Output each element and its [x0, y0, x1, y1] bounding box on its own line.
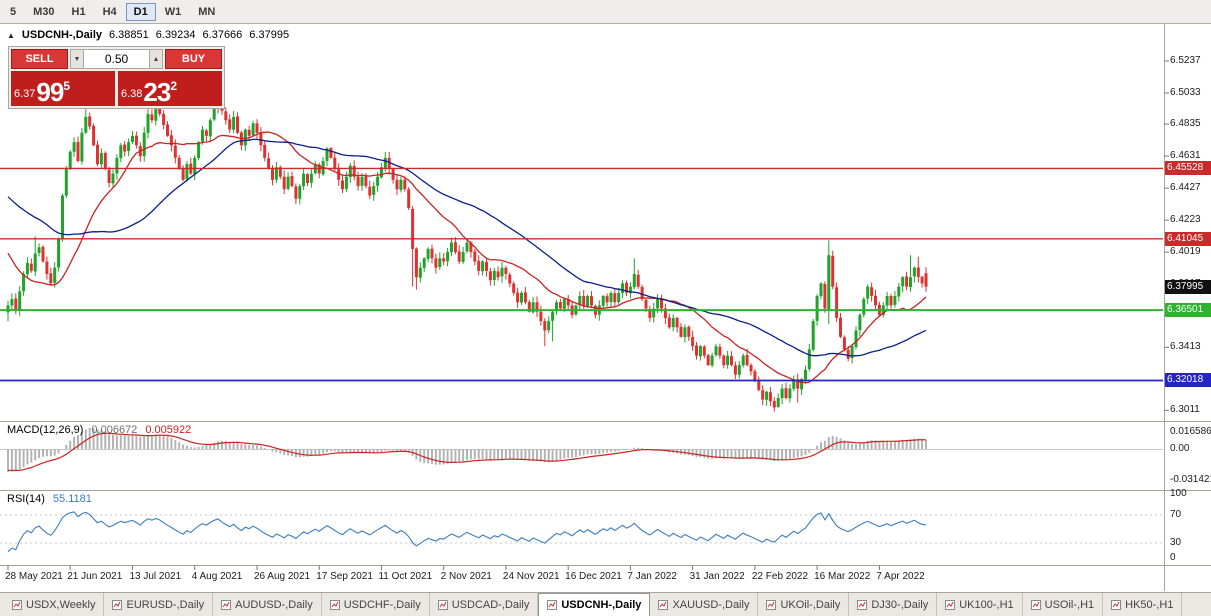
tab-label: UK100-,H1: [959, 598, 1014, 611]
sell-price-sup: 5: [63, 79, 71, 93]
buy-price-base: 6.38: [121, 88, 143, 100]
chart-tab-icon: [221, 599, 232, 610]
sell-price-panel[interactable]: 6.37 99 5: [11, 71, 115, 106]
timeframe-button-5[interactable]: 5: [2, 3, 24, 21]
tab-usdcnh-daily[interactable]: USDCNH-,Daily: [538, 593, 651, 616]
tab-audusd-daily[interactable]: AUDUSD-,Daily: [213, 593, 322, 616]
timeframe-toolbar: 5 M30 H1 H4 D1 W1 MN: [0, 0, 1211, 24]
chart-tab-icon: [1111, 599, 1122, 610]
tab-label: USDCAD-,Daily: [451, 598, 530, 611]
tab-label: USOil-,H1: [1044, 598, 1095, 611]
timeframe-button-d1[interactable]: D1: [125, 2, 156, 21]
tab-label: EURUSD-,Daily: [126, 598, 205, 611]
chart-tab-icon: [766, 599, 777, 610]
chart-tab-icon: [112, 599, 123, 610]
timeframe-button-mn[interactable]: MN: [190, 3, 223, 21]
tab-usdx-weekly[interactable]: USDX,Weekly: [4, 593, 105, 616]
buy-button[interactable]: BUY: [165, 49, 222, 69]
buy-price-panel[interactable]: 6.38 23 2: [118, 71, 222, 106]
chart-tab-icon: [658, 599, 669, 610]
volume-control: ▼ ▲: [70, 49, 163, 69]
tab-label: UKOil-,Daily: [780, 598, 841, 611]
tab-usdchf-daily[interactable]: USDCHF-,Daily: [322, 593, 430, 616]
tab-label: HK50-,H1: [1125, 598, 1174, 611]
sell-button[interactable]: SELL: [11, 49, 68, 69]
tab-uk100-h1[interactable]: UK100-,H1: [937, 593, 1023, 616]
chart-tab-icon: [329, 599, 340, 610]
chart-tabs-bar: USDX,Weekly EURUSD-,Daily AUDUSD-,Daily …: [0, 592, 1211, 616]
buy-price-big: 23: [143, 77, 171, 107]
chart-tab-icon: [1030, 599, 1041, 610]
tab-label: USDX,Weekly: [26, 598, 96, 611]
volume-decrease-button[interactable]: ▼: [70, 49, 84, 69]
tab-label: USDCNH-,Daily: [561, 599, 642, 611]
timeframe-button-w1[interactable]: W1: [157, 3, 190, 21]
volume-increase-button[interactable]: ▲: [149, 49, 163, 69]
buy-price-sup: 2: [170, 79, 178, 93]
tab-eurusd-daily[interactable]: EURUSD-,Daily: [104, 593, 214, 616]
volume-input[interactable]: [84, 49, 149, 69]
tab-usdcad-daily[interactable]: USDCAD-,Daily: [430, 593, 539, 616]
timeframe-button-h4[interactable]: H4: [95, 3, 125, 21]
sell-price-base: 6.37: [14, 88, 36, 100]
tab-label: AUDUSD-,Daily: [235, 598, 313, 611]
tab-hk50-h1[interactable]: HK50-,H1: [1103, 593, 1183, 616]
collapse-one-click-icon[interactable]: ▲: [7, 30, 15, 40]
trade-widget-controls-row: SELL ▼ ▲ BUY: [11, 49, 222, 69]
chart-tab-icon: [857, 599, 868, 610]
trade-widget-prices-row: 6.37 99 5 6.38 23 2: [11, 71, 222, 106]
tab-label: DJ30-,Daily: [871, 598, 929, 611]
tab-label: XAUUSD-,Daily: [672, 598, 750, 611]
sell-price-big: 99: [36, 77, 64, 107]
chart-tab-icon: [437, 599, 448, 610]
tab-dj30-daily[interactable]: DJ30-,Daily: [849, 593, 938, 616]
chart-tab-icon: [945, 599, 956, 610]
chart-tab-icon: [547, 600, 558, 610]
tab-xauusd-daily[interactable]: XAUUSD-,Daily: [650, 593, 759, 616]
tab-label: USDCHF-,Daily: [343, 598, 421, 611]
chart-tab-icon: [12, 599, 22, 610]
tab-ukoil-daily[interactable]: UKOil-,Daily: [758, 593, 850, 616]
timeframe-button-h1[interactable]: H1: [64, 3, 94, 21]
timeframe-button-m30[interactable]: M30: [25, 3, 62, 21]
tab-usoil-h1[interactable]: USOil-,H1: [1023, 593, 1104, 616]
